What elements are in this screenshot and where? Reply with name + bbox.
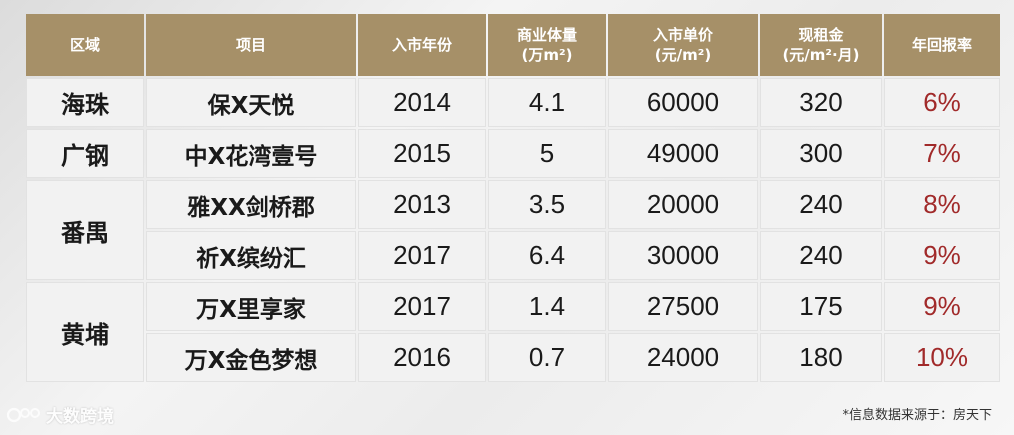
- table-row: 海珠 保X天悦 2014 4.1 60000 320 6%: [26, 78, 1000, 127]
- project-cell: 万X金色梦想: [146, 333, 356, 382]
- return-cell: 7%: [884, 129, 1000, 178]
- rent-cell: 300: [760, 129, 882, 178]
- table-row: 黄埔 万X里享家 2017 1.4 27500 175 9%: [26, 282, 1000, 382]
- year-cell: 2014: [358, 78, 486, 127]
- header-rent: 现租金 (元/m²·月): [760, 14, 882, 76]
- project-cell: 万X里享家: [146, 282, 356, 331]
- rent-cell: 175: [760, 282, 882, 331]
- district-cell: 番禺: [26, 180, 144, 280]
- year-cell: 2017: [358, 282, 486, 331]
- district-cell: 广钢: [26, 129, 144, 178]
- header-year: 入市年份: [358, 14, 486, 76]
- watermark-logo-icon: [6, 404, 42, 426]
- rental-return-table: 区域 项目 入市年份 商业体量 (万m²) 入市单价 (元/m²) 现租金 (元/m²…: [24, 12, 1002, 384]
- volume-cell: 1.4: [488, 282, 606, 331]
- year-cell: 2013: [358, 180, 486, 229]
- header-return: 年回报率: [884, 14, 1000, 76]
- return-cell: 9%: [884, 282, 1000, 331]
- district-cell: 黄埔: [26, 282, 144, 382]
- price-cell: 24000: [608, 333, 758, 382]
- year-cell: 2015: [358, 129, 486, 178]
- return-cell: 8%: [884, 180, 1000, 229]
- project-cell: 祈X缤纷汇: [146, 231, 356, 280]
- price-cell: 20000: [608, 180, 758, 229]
- district-cell: 海珠: [26, 78, 144, 127]
- price-cell: 60000: [608, 78, 758, 127]
- return-cell: 9%: [884, 231, 1000, 280]
- project-cell: 雅XX剑桥郡: [146, 180, 356, 229]
- rent-cell: 240: [760, 231, 882, 280]
- table-row: 万X金色梦想 2016 0.7 24000 180 10%: [26, 333, 1000, 382]
- project-cell: 保X天悦: [146, 78, 356, 127]
- rent-cell: 320: [760, 78, 882, 127]
- return-cell: 6%: [884, 78, 1000, 127]
- header-price: 入市单价 (元/m²): [608, 14, 758, 76]
- volume-cell: 5: [488, 129, 606, 178]
- data-source-note: *信息数据来源于：房天下: [842, 408, 992, 423]
- price-cell: 27500: [608, 282, 758, 331]
- volume-cell: 3.5: [488, 180, 606, 229]
- header-row: 区域 项目 入市年份 商业体量 (万m²) 入市单价 (元/m²) 现租金 (元/m²…: [26, 14, 1000, 76]
- watermark: 大数跨境: [6, 402, 114, 427]
- volume-cell: 6.4: [488, 231, 606, 280]
- table-row: 广钢 中X花湾壹号 2015 5 49000 300 7%: [26, 129, 1000, 178]
- rent-cell: 240: [760, 180, 882, 229]
- year-cell: 2017: [358, 231, 486, 280]
- volume-cell: 0.7: [488, 333, 606, 382]
- header-volume: 商业体量 (万m²): [488, 14, 606, 76]
- header-district: 区域: [26, 14, 144, 76]
- return-cell: 10%: [884, 333, 1000, 382]
- price-cell: 49000: [608, 129, 758, 178]
- project-cell: 中X花湾壹号: [146, 129, 356, 178]
- price-cell: 30000: [608, 231, 758, 280]
- volume-cell: 4.1: [488, 78, 606, 127]
- header-project: 项目: [146, 14, 356, 76]
- table-row: 番禺 雅XX剑桥郡 2013 3.5 20000 240 8%: [26, 180, 1000, 280]
- table-row: 祈X缤纷汇 2017 6.4 30000 240 9%: [26, 231, 1000, 280]
- watermark-text: 大数跨境: [46, 407, 114, 427]
- year-cell: 2016: [358, 333, 486, 382]
- rent-cell: 180: [760, 333, 882, 382]
- data-table-container: 区域 项目 入市年份 商业体量 (万m²) 入市单价 (元/m²) 现租金 (元/m²…: [24, 12, 1000, 384]
